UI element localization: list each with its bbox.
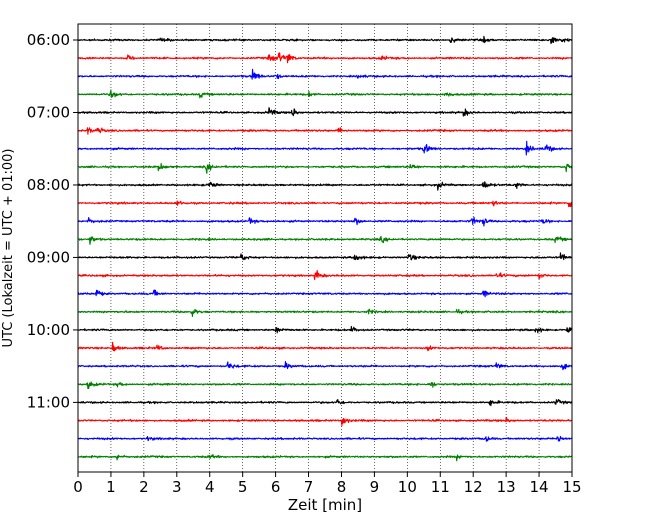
- trace-row-3: [77, 89, 573, 99]
- x-tick-label: 5: [238, 478, 248, 496]
- trace-row-11: [77, 235, 573, 245]
- x-tick-label: 11: [431, 478, 450, 496]
- seismogram-traces: [77, 35, 573, 462]
- x-axis-ticks: 0 1 2 3 4 5 6 7 8 9 10 11 12 13 14 15: [73, 472, 582, 496]
- x-tick-label: 6: [271, 478, 281, 496]
- plot-frame-bg: [78, 24, 572, 472]
- trace-row-23: [77, 454, 573, 462]
- trace-row-6: [77, 140, 573, 156]
- x-tick-label: 3: [172, 478, 182, 496]
- trace-row-4: [77, 107, 573, 117]
- trace-row-12: [77, 252, 573, 261]
- y-tick-label: 11:00: [27, 393, 70, 411]
- y-axis-label: UTC (Lokalzeit = UTC + 01:00): [1, 149, 16, 348]
- plot-frame: [77, 23, 573, 473]
- trace-row-22: [77, 435, 573, 442]
- trace-row-2: [77, 68, 573, 80]
- y-axis-ticks: 06:00 07:00 08:00 09:00 10:00 11:00: [27, 31, 78, 411]
- x-tick-label: 2: [139, 478, 149, 496]
- trace-row-20: [77, 398, 573, 407]
- x-tick-label: 9: [370, 478, 380, 496]
- y-tick-label: 06:00: [27, 31, 70, 49]
- trace-row-9: [77, 200, 573, 208]
- trace-row-0: [77, 35, 573, 45]
- trace-row-17: [77, 341, 573, 352]
- trace-row-18: [77, 360, 573, 371]
- x-tick-label: 8: [337, 478, 347, 496]
- trace-row-7: [77, 162, 573, 174]
- trace-row-10: [77, 216, 573, 227]
- x-tick-label: 14: [530, 478, 549, 496]
- trace-row-5: [77, 127, 573, 135]
- x-tick-label: 10: [398, 478, 417, 496]
- x-tick-label: 7: [304, 478, 314, 496]
- y-tick-label: 09:00: [27, 248, 70, 266]
- y-tick-label: 10:00: [27, 321, 70, 339]
- y-tick-label: 08:00: [27, 176, 70, 194]
- trace-row-15: [77, 308, 573, 318]
- trace-row-1: [77, 52, 573, 64]
- trace-row-8: [77, 181, 573, 191]
- x-tick-label: 1: [106, 478, 116, 496]
- x-tick-label: 15: [562, 478, 581, 496]
- trace-row-19: [77, 381, 573, 390]
- trace-row-16: [77, 325, 573, 334]
- y-tick-label: 07:00: [27, 103, 70, 121]
- trace-row-21: [77, 416, 573, 427]
- x-tick-label: 0: [73, 478, 83, 496]
- trace-row-13: [77, 269, 573, 281]
- x-tick-label: 12: [464, 478, 483, 496]
- x-tick-label: 13: [497, 478, 516, 496]
- x-tick-label: 4: [205, 478, 215, 496]
- x-axis-label: Zeit [min]: [288, 496, 362, 514]
- trace-row-14: [77, 289, 573, 298]
